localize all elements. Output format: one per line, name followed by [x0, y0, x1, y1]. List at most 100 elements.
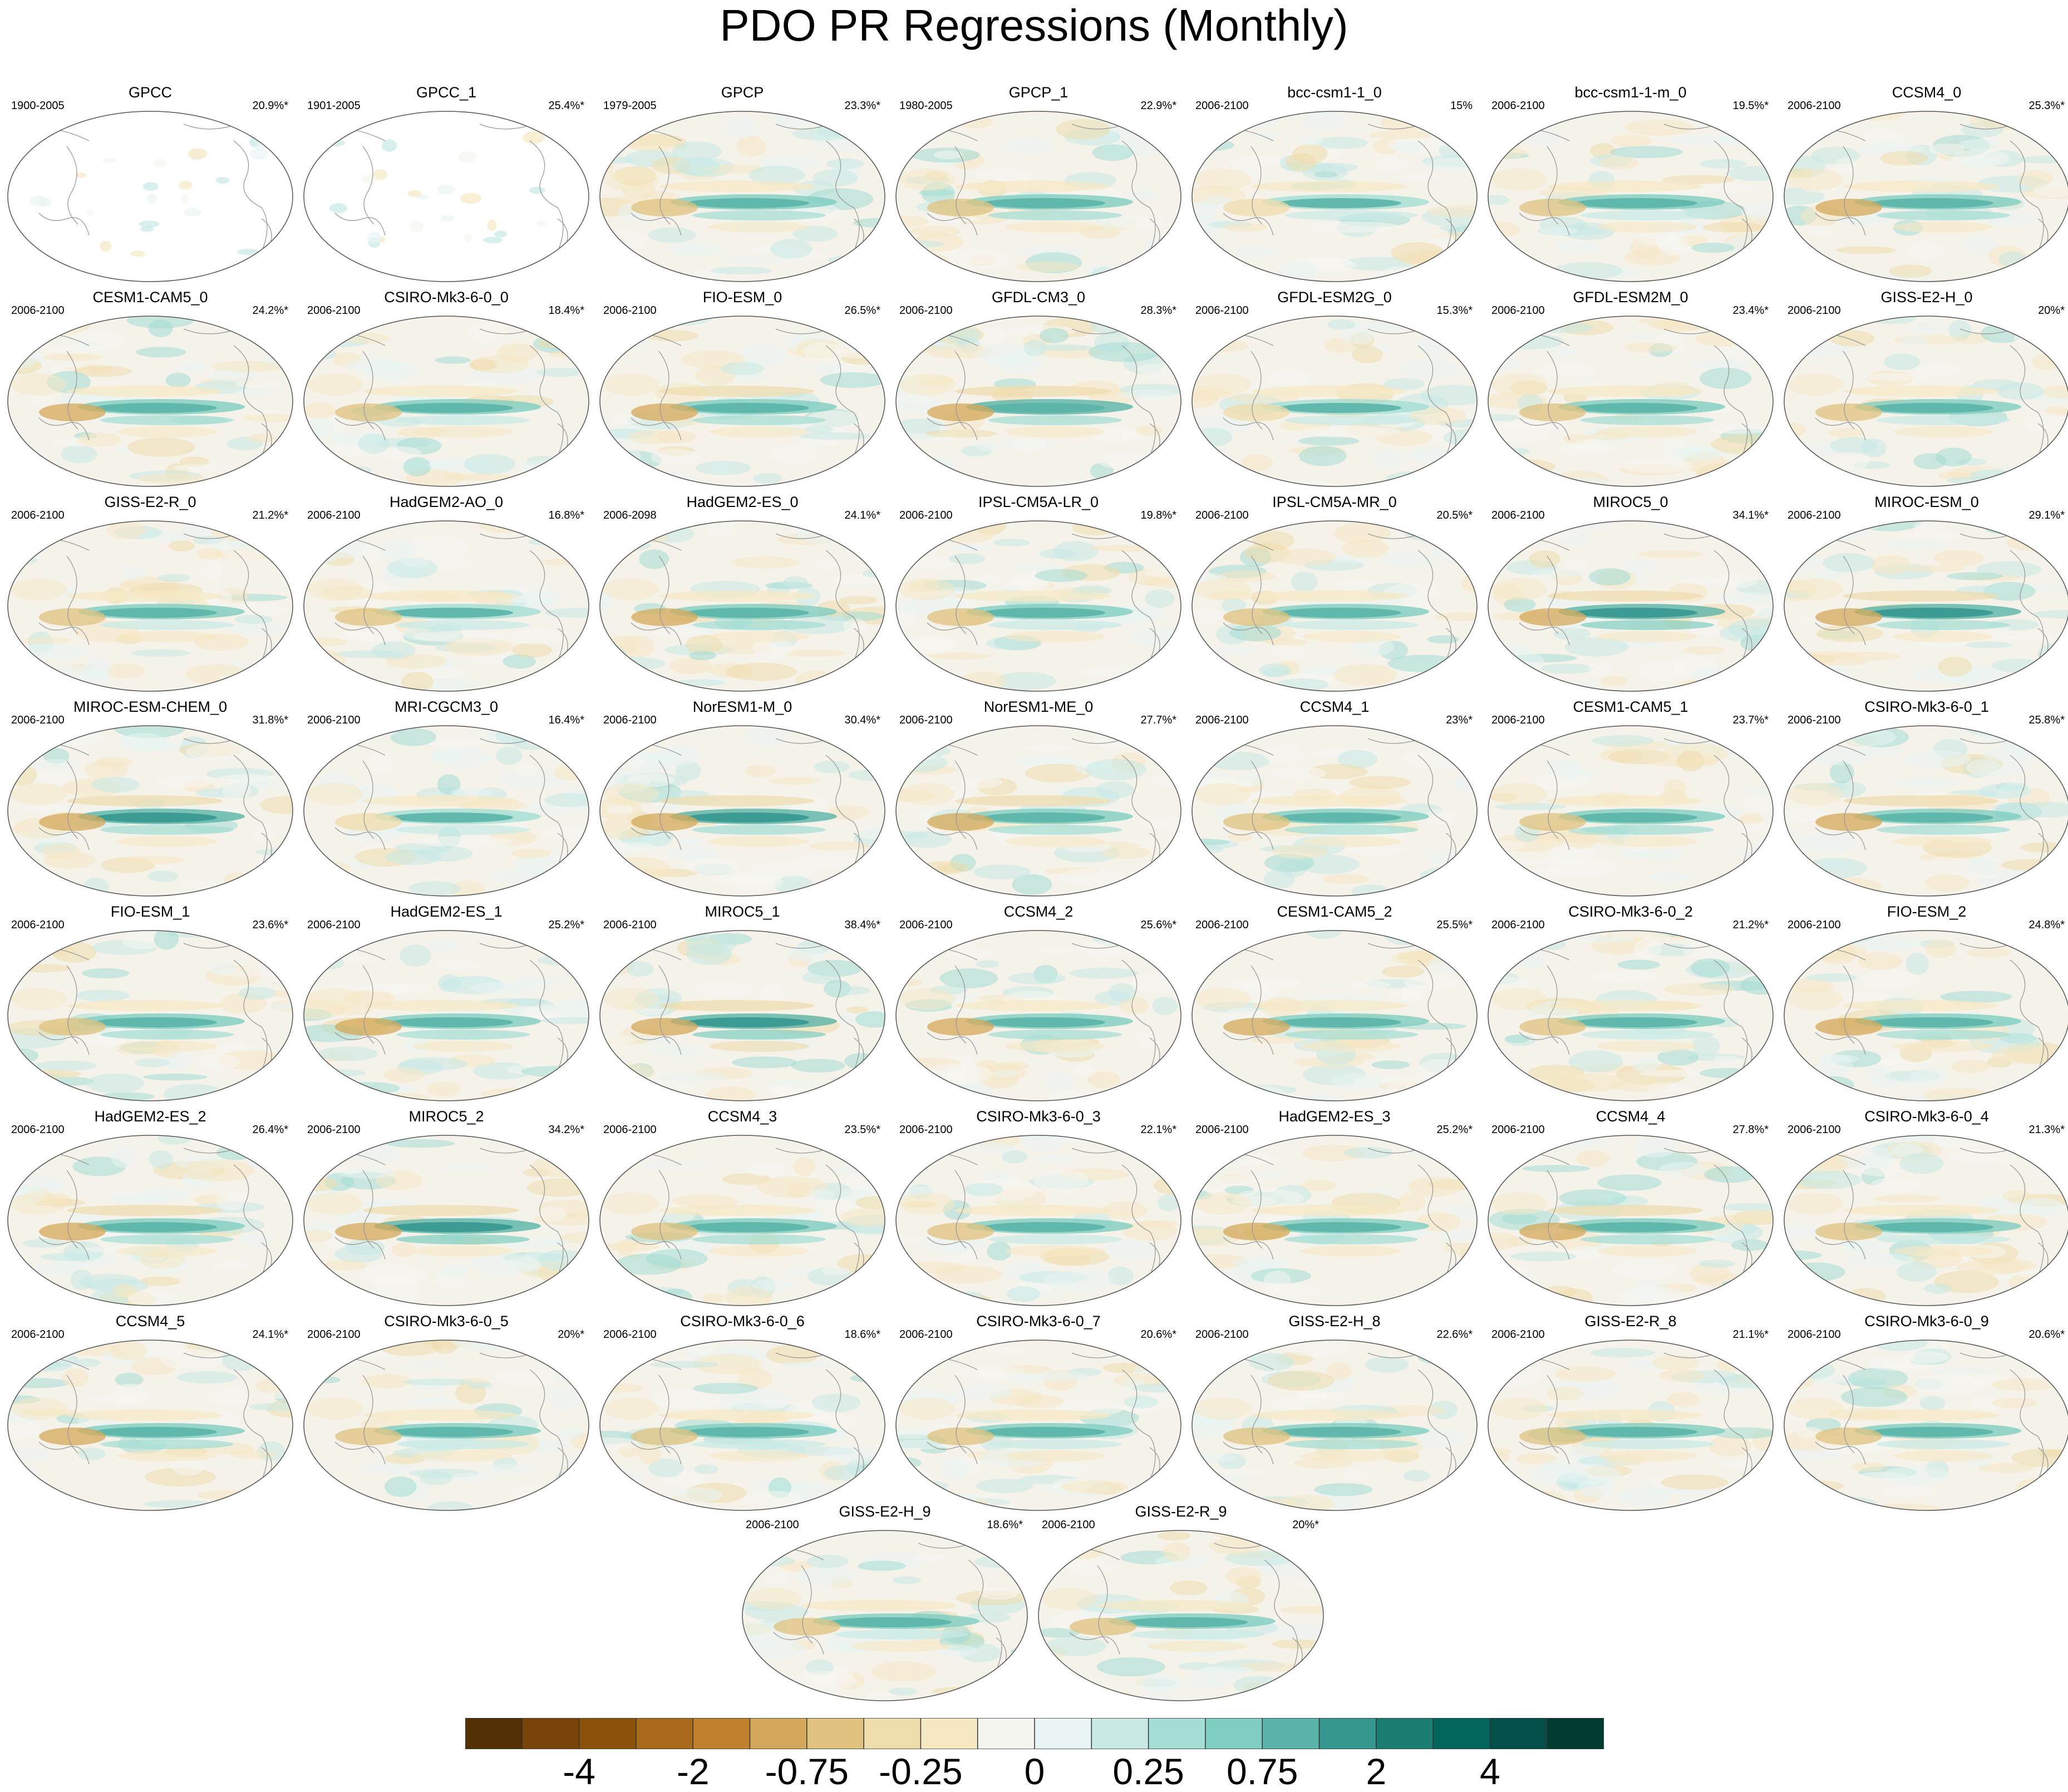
- map-border: [599, 1135, 885, 1306]
- map-border: [1488, 520, 1774, 692]
- coastline: [1206, 940, 1456, 1072]
- regression-map: [895, 316, 1181, 487]
- map-ocean: [304, 111, 589, 282]
- map-border: [1488, 725, 1774, 897]
- panel-variance: 25.2%*: [1436, 1124, 1473, 1136]
- map-border: [895, 1340, 1181, 1511]
- panel-title: HadGEM2-ES_1: [390, 903, 503, 920]
- colorbar-bin: [578, 1718, 637, 1749]
- map-border: [1784, 1135, 2068, 1306]
- coastline: [1206, 1145, 1456, 1277]
- map-border: [7, 316, 293, 487]
- colorbar-bin: [1262, 1718, 1320, 1749]
- panel-period: 2006-2100: [1042, 1519, 1095, 1531]
- map-panel: CSIRO-Mk3-6-0_3 2006-2100 22.1%*: [894, 1107, 1183, 1308]
- regression-map: [303, 725, 589, 897]
- colorbar-bin: [1091, 1718, 1149, 1749]
- map-panel: CCSM4_4 2006-2100 27.8%*: [1486, 1107, 1775, 1308]
- map-border: [1488, 111, 1774, 282]
- map-border: [303, 520, 589, 692]
- coastline: [1798, 940, 2049, 1072]
- panel-period: 2006-2100: [307, 714, 361, 726]
- panel-period: 2006-2100: [899, 1124, 953, 1136]
- map-panel: GISS-E2-H_0 2006-2100 20%*: [1782, 288, 2068, 489]
- map-border: [599, 520, 885, 692]
- regression-map: [599, 316, 885, 487]
- regression-map: [7, 1135, 293, 1306]
- panel-variance: 25.6%*: [1140, 919, 1177, 931]
- map-panel: CCSM4_0 2006-2100 25.3%*: [1782, 83, 2068, 284]
- panel-period: 2006-2100: [603, 1124, 657, 1136]
- panel-title: GISS-E2-R_8: [1584, 1313, 1677, 1330]
- panel-title: MIROC-ESM-CHEM_0: [73, 698, 227, 715]
- panel-title: FIO-ESM_1: [110, 903, 190, 920]
- panel-variance: 27.7%*: [1140, 714, 1177, 726]
- panel-variance: 22.9%*: [1140, 100, 1177, 112]
- regression-map: [1784, 111, 2068, 282]
- map-panel: GFDL-CM3_0 2006-2100 28.3%*: [894, 288, 1183, 489]
- map-panel: GISS-E2-R_8 2006-2100 21.1%*: [1486, 1312, 1775, 1513]
- map-panel: HadGEM2-ES_1 2006-2100 25.2%*: [302, 903, 591, 1103]
- panel-variance: 24.2%*: [252, 304, 289, 317]
- map-border: [1191, 520, 1478, 692]
- map-panel: MIROC5_1 2006-2100 38.4%*: [598, 903, 887, 1103]
- map-border: [895, 1135, 1181, 1306]
- regression-map: [1784, 1135, 2068, 1306]
- precip-field: [1488, 111, 1773, 282]
- map-border: [1191, 316, 1478, 487]
- panel-variance: 21.3%*: [2028, 1124, 2065, 1136]
- panel-title: GFDL-ESM2G_0: [1277, 289, 1392, 306]
- precip-field: [1784, 1340, 2068, 1510]
- panel-variance: 24.8%*: [2028, 919, 2065, 931]
- coastline: [318, 735, 568, 867]
- colorbar-tick-label: 2: [1366, 1751, 1387, 1792]
- map-panel: CCSM4_1 2006-2100 23%*: [1190, 698, 1479, 898]
- map-panel: NorESM1-M_0 2006-2100 30.4%*: [598, 698, 887, 898]
- panel-period: 2006-2100: [1195, 919, 1249, 931]
- precip-field: [600, 1135, 885, 1306]
- precip-field: [600, 111, 885, 282]
- panel-period: 2006-2100: [11, 304, 65, 317]
- colorbar-bin: [521, 1718, 580, 1749]
- panel-variance: 38.4%*: [844, 919, 881, 931]
- panel-period: 1979-2005: [603, 100, 657, 112]
- coastline: [1798, 326, 2049, 457]
- regression-map: [1191, 725, 1478, 897]
- precip-field: [1784, 316, 2068, 486]
- map-panel: CSIRO-Mk3-6-0_2 2006-2100 21.2%*: [1486, 903, 1775, 1103]
- regression-map: [7, 930, 293, 1101]
- panel-period: 2006-2100: [603, 919, 657, 931]
- panel-period: 2006-2100: [1491, 919, 1545, 931]
- map-border: [1488, 316, 1774, 487]
- colorbar-bin: [1318, 1718, 1377, 1749]
- precip-field: [8, 316, 293, 485]
- panel-variance: 26.5%*: [844, 304, 881, 317]
- coastline: [1206, 735, 1456, 867]
- coastline: [22, 1145, 272, 1277]
- panel-variance: 25.2%*: [548, 919, 585, 931]
- panel-period: 2006-2100: [1195, 1124, 1249, 1136]
- coastline: [1798, 1350, 2049, 1481]
- coastline: [910, 326, 1160, 457]
- panel-variance: 23.3%*: [844, 100, 881, 112]
- map-panel: CCSM4_5 2006-2100 24.1%*: [6, 1312, 295, 1513]
- panel-title: NorESM1-ME_0: [983, 698, 1094, 715]
- panel-period: 2006-2100: [1491, 1328, 1545, 1341]
- map-panel: CSIRO-Mk3-6-0_4 2006-2100 21.3%*: [1782, 1107, 2068, 1308]
- colorbar-bin: [1034, 1718, 1092, 1749]
- map-panel: GPCP_1 1980-2005 22.9%*: [894, 83, 1183, 284]
- regression-map: [303, 930, 589, 1101]
- regression-map: [599, 930, 885, 1101]
- map-panel: GISS-E2-R_0 2006-2100 21.2%*: [6, 493, 295, 693]
- regression-map: [1784, 725, 2068, 897]
- coastline: [910, 530, 1160, 662]
- panel-variance: 20.9%*: [252, 100, 289, 112]
- panel-variance: 15.3%*: [1436, 304, 1473, 317]
- coastline: [614, 735, 864, 867]
- map-border: [1191, 111, 1478, 282]
- map-panel: MIROC-ESM_0 2006-2100 29.1%*: [1782, 493, 2068, 693]
- colorbar-tick-label: -2: [676, 1751, 710, 1792]
- colorbar-bin: [465, 1718, 523, 1749]
- panel-title: CSIRO-Mk3-6-0_3: [976, 1108, 1101, 1125]
- map-panel: FIO-ESM_1 2006-2100 23.6%*: [6, 903, 295, 1103]
